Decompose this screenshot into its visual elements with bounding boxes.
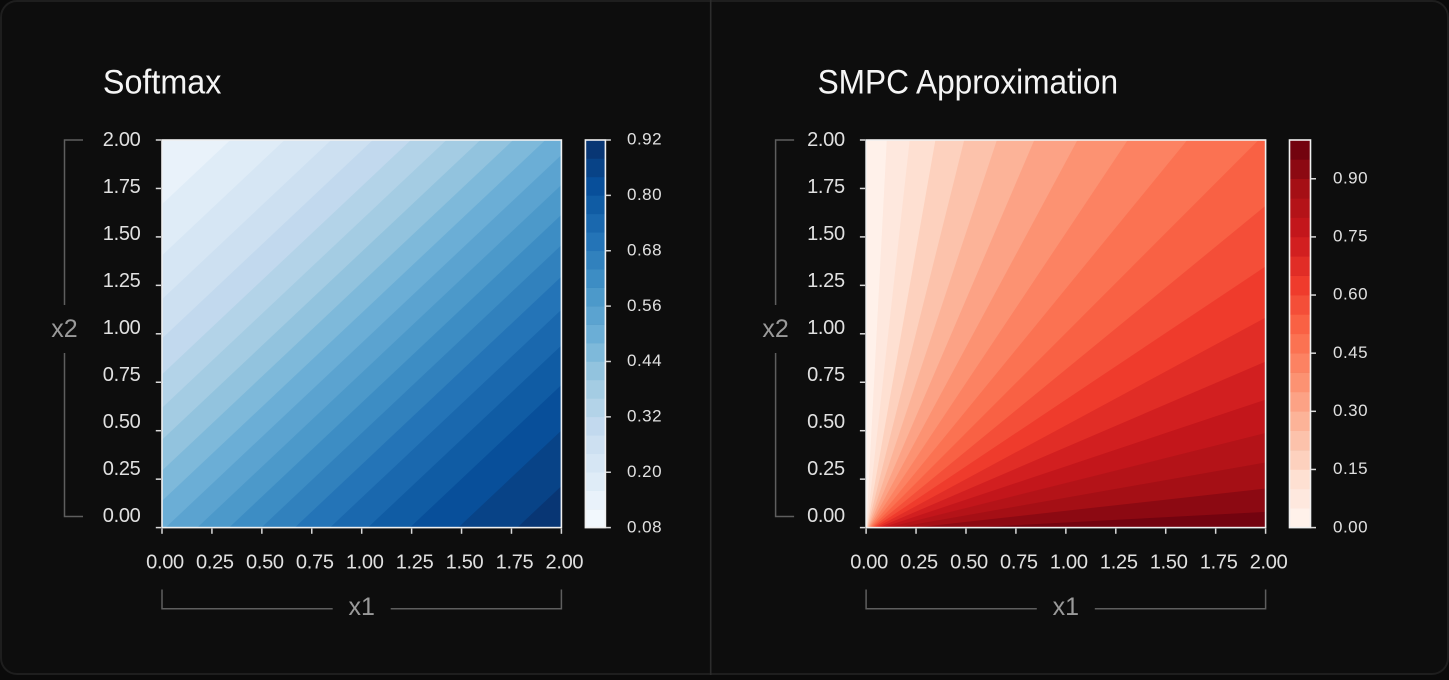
svg-text:0.25: 0.25 [196,551,234,573]
svg-text:1.25: 1.25 [396,551,434,573]
svg-text:2.00: 2.00 [103,129,141,151]
svg-text:1.50: 1.50 [1150,551,1188,573]
svg-text:2.00: 2.00 [1250,551,1288,573]
svg-text:1.00: 1.00 [807,317,845,339]
svg-text:0.45: 0.45 [1333,343,1368,362]
svg-text:x2: x2 [51,315,77,343]
svg-text:0.00: 0.00 [1333,517,1368,536]
svg-text:0.15: 0.15 [1333,459,1368,478]
svg-text:0.30: 0.30 [1333,401,1368,420]
svg-text:x2: x2 [762,315,788,343]
svg-text:x1: x1 [1053,593,1079,621]
svg-text:1.25: 1.25 [807,270,845,292]
svg-text:1.00: 1.00 [103,317,141,339]
svg-text:0.44: 0.44 [627,351,662,370]
svg-text:1.00: 1.00 [1050,551,1088,573]
svg-text:0.25: 0.25 [807,458,845,480]
svg-text:0.75: 0.75 [296,551,334,573]
svg-text:0.25: 0.25 [103,458,141,480]
svg-text:1.75: 1.75 [103,176,141,198]
svg-text:0.50: 0.50 [807,411,845,433]
svg-text:1.75: 1.75 [807,176,845,198]
svg-text:0.32: 0.32 [627,407,662,426]
svg-text:0.08: 0.08 [627,517,662,536]
svg-text:0.00: 0.00 [807,505,845,527]
svg-text:1.25: 1.25 [1100,551,1138,573]
svg-text:0.92: 0.92 [627,130,662,149]
svg-text:0.25: 0.25 [900,551,938,573]
svg-text:0.00: 0.00 [146,551,184,573]
svg-text:0.80: 0.80 [627,185,662,204]
svg-text:0.60: 0.60 [1333,285,1368,304]
svg-text:SMPC Approximation: SMPC Approximation [818,64,1119,102]
svg-text:0.50: 0.50 [246,551,284,573]
svg-text:0.00: 0.00 [103,505,141,527]
svg-text:1.75: 1.75 [1200,551,1238,573]
svg-text:0.90: 0.90 [1333,169,1368,188]
svg-text:0.75: 0.75 [1000,551,1038,573]
svg-text:2.00: 2.00 [807,129,845,151]
svg-text:0.00: 0.00 [850,551,888,573]
svg-text:1.50: 1.50 [103,223,141,245]
svg-text:1.50: 1.50 [446,551,484,573]
svg-text:0.75: 0.75 [1333,227,1368,246]
svg-text:Softmax: Softmax [103,64,221,102]
svg-text:1.75: 1.75 [496,551,534,573]
svg-text:0.75: 0.75 [103,364,141,386]
svg-text:0.20: 0.20 [627,462,662,481]
svg-text:x1: x1 [348,593,374,621]
svg-text:0.50: 0.50 [950,551,988,573]
svg-text:0.68: 0.68 [627,240,662,259]
svg-text:0.56: 0.56 [627,296,662,315]
svg-text:1.25: 1.25 [103,270,141,292]
svg-text:1.00: 1.00 [346,551,384,573]
svg-text:2.00: 2.00 [546,551,584,573]
svg-text:1.50: 1.50 [807,223,845,245]
svg-text:0.50: 0.50 [103,411,141,433]
svg-text:0.75: 0.75 [807,364,845,386]
